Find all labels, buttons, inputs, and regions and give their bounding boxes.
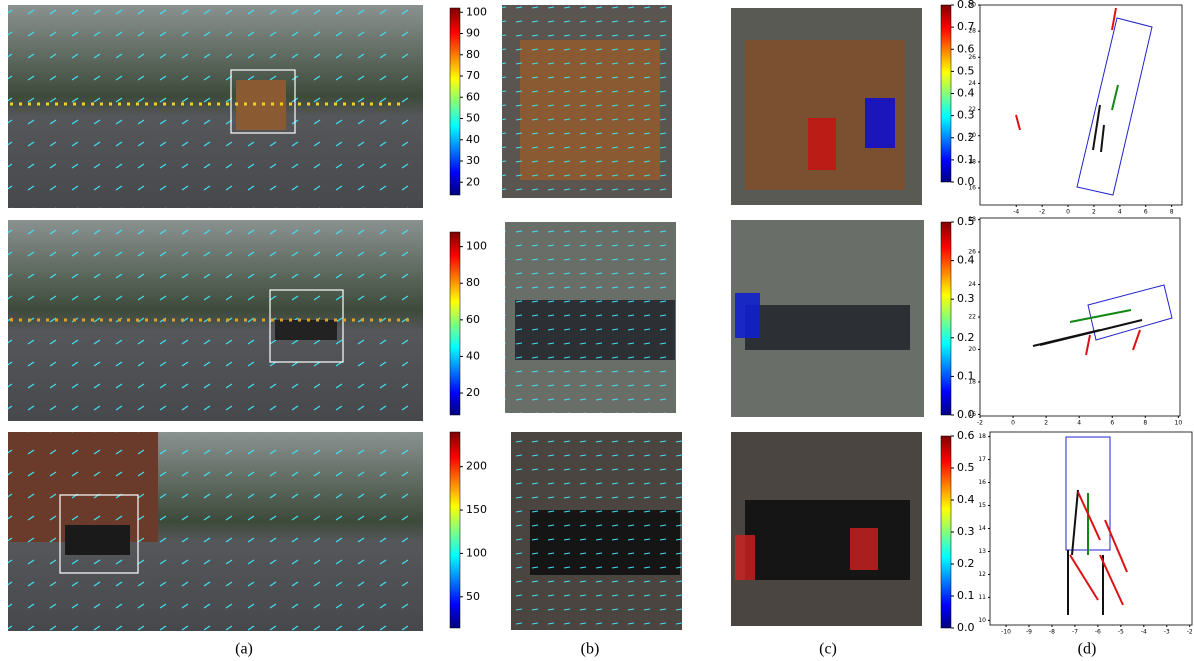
x-tick-label: 10 bbox=[1175, 420, 1183, 427]
y-tick-label: 28 bbox=[968, 28, 976, 35]
caption: (d) bbox=[1078, 641, 1097, 658]
x-tick-label: 6 bbox=[1144, 209, 1148, 216]
colorbar bbox=[450, 232, 460, 415]
colorbar bbox=[941, 436, 951, 628]
y-tick-label: 24 bbox=[968, 80, 976, 87]
y-tick-label: 26 bbox=[968, 249, 976, 256]
caption: (b) bbox=[581, 641, 600, 658]
colorbar-tick-label: 0.4 bbox=[957, 87, 975, 100]
colorbar-tick-label: 0.5 bbox=[957, 461, 975, 474]
y-tick-label: 22 bbox=[968, 314, 976, 321]
colorbar-tick-label: 100 bbox=[466, 546, 487, 559]
y-tick-label: 16 bbox=[968, 411, 976, 418]
colorbar-tick-label: 0.6 bbox=[957, 429, 975, 442]
colorbar-tick-label: 90 bbox=[466, 27, 480, 40]
colorbar-tick-label: 0.2 bbox=[957, 557, 975, 570]
colorbar-tick-label: 100 bbox=[466, 240, 487, 253]
colorbar-tick-label: 80 bbox=[466, 276, 480, 289]
colorbar-tick-label: 80 bbox=[466, 48, 480, 61]
x-tick-label: 4 bbox=[1077, 420, 1081, 427]
x-tick-label: 4 bbox=[1118, 209, 1122, 216]
colorbar bbox=[941, 222, 951, 415]
y-tick-label: 30 bbox=[968, 2, 976, 9]
x-tick-label: -9 bbox=[1026, 629, 1032, 636]
x-tick-label: 8 bbox=[1170, 209, 1174, 216]
y-tick-label: 16 bbox=[968, 185, 976, 192]
x-tick-label: -6 bbox=[1095, 629, 1101, 636]
x-tick-label: 8 bbox=[1143, 420, 1147, 427]
y-tick-label: 15 bbox=[978, 502, 986, 509]
colorbar-tick-label: 0.5 bbox=[957, 64, 975, 77]
colorbar-tick-label: 0.3 bbox=[957, 292, 975, 305]
colorbar bbox=[450, 8, 460, 195]
colorbar-tick-label: 20 bbox=[466, 386, 480, 399]
colorbar-tick-label: 60 bbox=[466, 313, 480, 326]
plot-area bbox=[980, 218, 1180, 416]
colorbar-tick-label: 0.1 bbox=[957, 589, 975, 602]
x-tick-label: 6 bbox=[1110, 420, 1114, 427]
y-tick-label: 14 bbox=[978, 525, 986, 532]
colorbar-tick-label: 40 bbox=[466, 133, 480, 146]
colorbar-tick-label: 40 bbox=[466, 349, 480, 362]
x-tick-label: -10 bbox=[1001, 629, 1011, 636]
colorbar-tick-label: 70 bbox=[466, 69, 480, 82]
colorbar-tick-label: 150 bbox=[466, 503, 487, 516]
x-tick-label: 0 bbox=[1066, 209, 1070, 216]
y-tick-label: 17 bbox=[978, 456, 986, 463]
y-tick-label: 24 bbox=[968, 281, 976, 288]
colorbar-tick-label: 0.4 bbox=[957, 493, 975, 506]
y-tick-label: 22 bbox=[968, 106, 976, 113]
plot-area bbox=[980, 5, 1182, 205]
caption: (a) bbox=[235, 641, 253, 658]
y-tick-label: 18 bbox=[978, 433, 986, 440]
y-tick-label: 26 bbox=[968, 54, 976, 61]
colorbar-tick-label: 50 bbox=[466, 590, 480, 603]
x-tick-label: -4 bbox=[1013, 209, 1019, 216]
x-tick-label: -4 bbox=[1141, 629, 1147, 636]
x-tick-label: -2 bbox=[1039, 209, 1045, 216]
y-tick-label: 20 bbox=[968, 346, 976, 353]
y-tick-label: 18 bbox=[968, 158, 976, 165]
plot-area bbox=[990, 432, 1192, 625]
colorbar-tick-label: 200 bbox=[466, 460, 487, 473]
colorbar-tick-label: 50 bbox=[466, 112, 480, 125]
colorbar-tick-label: 0.2 bbox=[957, 331, 975, 344]
y-tick-label: 10 bbox=[978, 617, 986, 624]
x-tick-label: -2 bbox=[1187, 629, 1193, 636]
colorbar bbox=[941, 5, 951, 182]
y-tick-label: 28 bbox=[968, 216, 976, 223]
y-tick-label: 12 bbox=[978, 571, 986, 578]
x-tick-label: -7 bbox=[1072, 629, 1078, 636]
figure: 20304050607080901000.00.10.20.30.40.50.6… bbox=[0, 0, 1194, 661]
y-tick-label: 20 bbox=[968, 132, 976, 139]
x-tick-label: 2 bbox=[1092, 209, 1096, 216]
x-tick-label: -2 bbox=[977, 420, 983, 427]
colorbar bbox=[450, 432, 460, 628]
caption: (c) bbox=[819, 641, 837, 658]
x-tick-label: -3 bbox=[1164, 629, 1170, 636]
x-tick-label: -8 bbox=[1049, 629, 1055, 636]
x-tick-label: -5 bbox=[1118, 629, 1124, 636]
x-tick-label: 2 bbox=[1044, 420, 1048, 427]
colorbar-tick-label: 20 bbox=[466, 175, 480, 188]
colorbar-tick-label: 60 bbox=[466, 90, 480, 103]
colorbar-tick-label: 30 bbox=[466, 154, 480, 167]
colorbar-tick-label: 100 bbox=[466, 5, 487, 18]
y-tick-label: 18 bbox=[968, 378, 976, 385]
colorbar-tick-label: 0.3 bbox=[957, 525, 975, 538]
y-tick-label: 16 bbox=[978, 479, 986, 486]
y-tick-label: 13 bbox=[978, 548, 986, 555]
colorbar-tick-label: 0.0 bbox=[957, 621, 975, 634]
y-tick-label: 11 bbox=[978, 594, 986, 601]
x-tick-label: 0 bbox=[1011, 420, 1015, 427]
